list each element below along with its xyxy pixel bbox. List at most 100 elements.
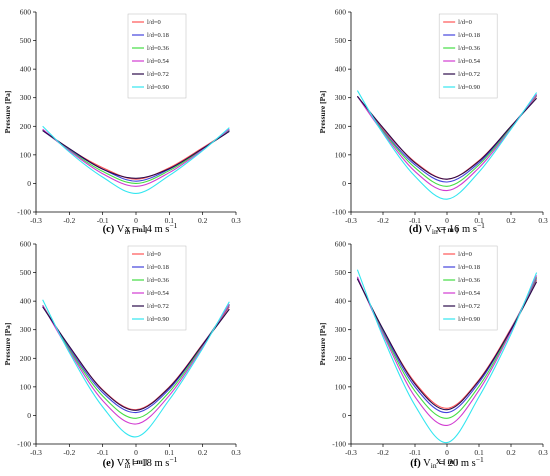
y-tick-label: 300 — [335, 325, 347, 334]
series-line-6 — [42, 299, 230, 438]
legend-label-1: l/d=0 — [458, 251, 472, 258]
y-tick-label: 0 — [342, 411, 346, 420]
legend-label-1: l/d=0 — [147, 19, 161, 26]
x-tick-label: 0 — [445, 216, 449, 225]
legend-box — [127, 245, 187, 331]
x-tick-label: 0.3 — [231, 448, 241, 457]
x-tick-label: -0.3 — [345, 216, 357, 225]
x-axis-label: X [ m ] — [125, 225, 147, 234]
y-axis-label: Pressure [Pa] — [318, 323, 327, 366]
x-axis-label: X [ m ] — [125, 457, 147, 466]
y-tick-label: 200 — [20, 122, 32, 131]
y-axis-label: Pressure [Pa] — [3, 91, 12, 134]
y-tick-label: 300 — [335, 93, 347, 102]
legend-label-2: l/d=0.18 — [458, 32, 480, 39]
legend-label-4: l/d=0.54 — [458, 58, 481, 65]
y-tick-label: 0 — [27, 179, 31, 188]
legend: l/d=0 l/d=0.18 l/d=0.36 l/d=0.54 l/d=0.72 l/d… — [127, 245, 187, 331]
series-line-6 — [356, 90, 538, 200]
legend-label-5: l/d=0.72 — [458, 303, 480, 310]
legend-label-3: l/d=0.36 — [147, 277, 170, 284]
series-line-5 — [42, 306, 230, 411]
legend-label-6: l/d=0.90 — [147, 84, 169, 91]
legend-box — [127, 13, 187, 99]
y-tick-label: 400 — [335, 65, 347, 74]
y-tick-label: 500 — [20, 268, 32, 277]
series-line-3 — [42, 304, 230, 419]
y-tick-label: 400 — [335, 297, 347, 306]
x-tick-label: 0.3 — [538, 448, 548, 457]
legend-label-4: l/d=0.54 — [147, 290, 170, 297]
legend-label-5: l/d=0.72 — [147, 71, 169, 78]
y-tick-label: -100 — [332, 440, 346, 449]
y-tick-label: 200 — [335, 122, 347, 131]
x-tick-label: 0.2 — [198, 216, 208, 225]
series-line-5 — [356, 278, 538, 411]
legend: l/d=0 l/d=0.18 l/d=0.36 l/d=0.54 l/d=0.72 l/d… — [127, 13, 187, 99]
y-tick-label: 600 — [20, 240, 32, 249]
y-tick-label: 300 — [20, 325, 32, 334]
legend-label-5: l/d=0.72 — [147, 303, 169, 310]
x-tick-label: 0.1 — [474, 216, 484, 225]
legend: l/d=0 l/d=0.18 l/d=0.36 l/d=0.54 l/d=0.72 l/d… — [438, 13, 498, 99]
legend-label-2: l/d=0.18 — [147, 32, 169, 39]
x-tick-label: -0.2 — [377, 216, 389, 225]
chart-panel-4: -100 0 100 200 300 400 500 600 -0.3 -0.2 -0.1 0 0.1 0… — [318, 240, 548, 471]
y-tick-label: 300 — [20, 93, 32, 102]
chart-panel-3: -100 0 100 200 300 400 500 600 -0.3 -0.2 -0.1 0 0.1 0… — [3, 240, 241, 471]
y-tick-label: 200 — [20, 354, 32, 363]
series-line-5 — [42, 130, 230, 179]
legend-label-3: l/d=0.36 — [147, 45, 170, 52]
x-tick-label: 0.1 — [474, 448, 484, 457]
y-tick-label: 100 — [335, 150, 347, 159]
legend: l/d=0 l/d=0.18 l/d=0.36 l/d=0.54 l/d=0.72 l/d… — [438, 245, 498, 331]
series-line-3 — [42, 129, 230, 184]
x-tick-label: -0.1 — [97, 448, 109, 457]
x-tick-label: -0.3 — [30, 216, 42, 225]
x-tick-label: -0.2 — [377, 448, 389, 457]
x-tick-label: 0.3 — [231, 216, 241, 225]
series-line-4 — [42, 303, 230, 425]
x-tick-label: -0.1 — [409, 216, 421, 225]
x-tick-label: -0.2 — [63, 448, 75, 457]
panel-caption: (f) Vin = 20 m s−1 — [410, 455, 484, 470]
y-tick-label: 500 — [335, 268, 347, 277]
y-tick-label: -100 — [17, 440, 31, 449]
series-line-1 — [356, 95, 538, 180]
series-line-2 — [42, 130, 230, 182]
y-tick-label: 400 — [20, 65, 32, 74]
y-tick-label: 600 — [20, 8, 32, 17]
legend-label-2: l/d=0.18 — [147, 264, 169, 271]
x-axis-label: X [ m ] — [436, 225, 458, 234]
series-line-3 — [356, 94, 538, 187]
x-tick-label: 0.2 — [506, 448, 516, 457]
legend-label-6: l/d=0.90 — [147, 316, 169, 323]
series-line-1 — [42, 130, 230, 180]
y-tick-label: 0 — [342, 179, 346, 188]
x-axis-label: X [ m ] — [436, 457, 458, 466]
x-tick-label: -0.1 — [97, 216, 109, 225]
y-tick-label: -100 — [332, 208, 346, 217]
x-tick-label: 0 — [445, 448, 449, 457]
y-tick-label: 600 — [335, 240, 347, 249]
x-tick-label: 0.3 — [538, 216, 548, 225]
x-tick-label: -0.3 — [30, 448, 42, 457]
y-tick-label: 100 — [335, 382, 347, 391]
x-tick-label: 0 — [134, 216, 138, 225]
y-tick-label: 100 — [20, 382, 32, 391]
series-line-4 — [42, 128, 230, 187]
y-tick-label: 600 — [335, 8, 347, 17]
x-tick-label: 0 — [134, 448, 138, 457]
y-tick-label: 500 — [20, 36, 32, 45]
x-tick-label: -0.2 — [63, 216, 75, 225]
legend-label-1: l/d=0 — [458, 19, 472, 26]
legend-label-4: l/d=0.54 — [458, 290, 481, 297]
legend-box — [438, 13, 498, 99]
legend-label-4: l/d=0.54 — [147, 58, 170, 65]
y-tick-label: 500 — [335, 36, 347, 45]
panel-caption: (c) Vin = 14 m s−1 — [103, 221, 178, 236]
x-tick-label: -0.1 — [409, 448, 421, 457]
x-tick-label: 0.2 — [506, 216, 516, 225]
series-line-6 — [42, 125, 230, 194]
